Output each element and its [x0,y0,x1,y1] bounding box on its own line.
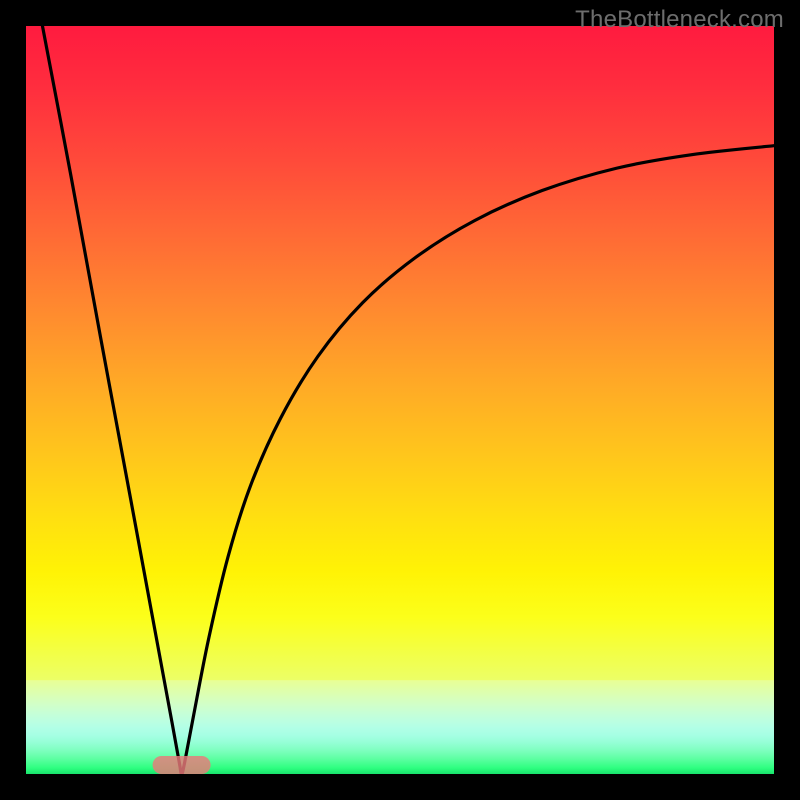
chart-container: TheBottleneck.com [0,0,800,800]
watermark-text: TheBottleneck.com [575,6,784,34]
plot-background [26,26,774,774]
bottleneck-curve-chart [0,0,800,800]
optimal-point-marker [153,756,211,774]
